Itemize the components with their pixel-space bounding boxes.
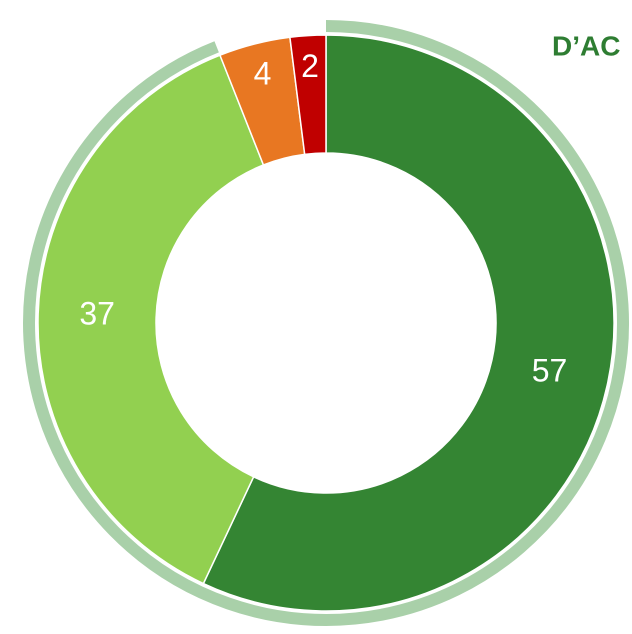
outer-ring [23,20,629,626]
data-label: 4 [254,55,272,91]
chart-title: D’AC [552,30,620,61]
data-label: 2 [301,48,319,84]
donut-segment [202,34,615,612]
donut-segment [37,54,265,585]
data-label: 37 [79,295,115,331]
donut-segment [289,34,327,156]
data-label: 57 [532,352,568,388]
